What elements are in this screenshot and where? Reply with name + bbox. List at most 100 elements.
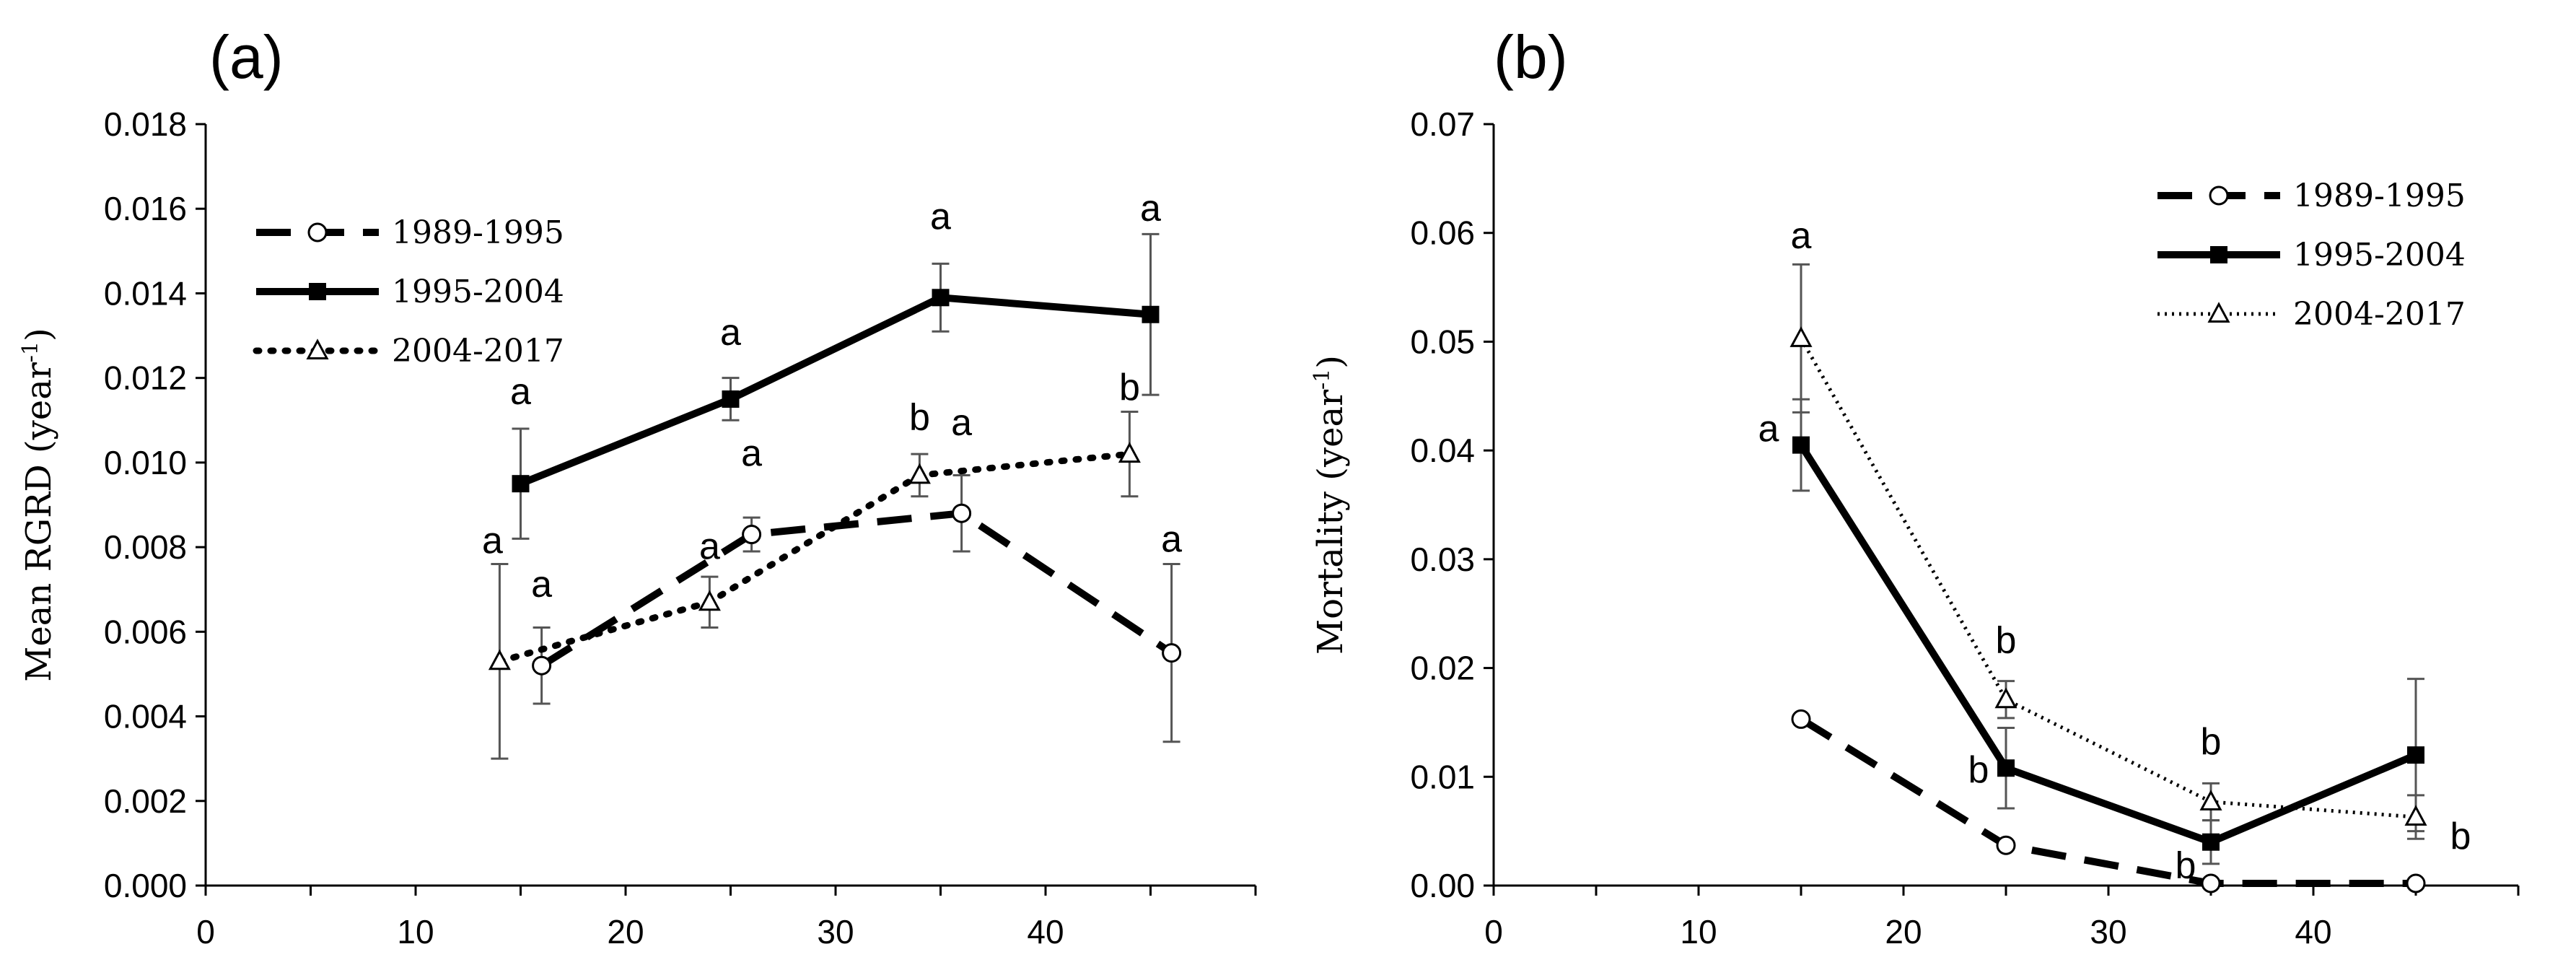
legend: 1989-1995 1995-2004 2004-2017 xyxy=(2157,178,2466,333)
y-tick-label: 0.00 xyxy=(1410,867,1475,904)
significance-letter: a xyxy=(1758,408,1779,450)
legend-label: 1995-2004 xyxy=(392,274,564,310)
y-tick-label: 0.006 xyxy=(104,613,187,650)
legend-marker xyxy=(2209,185,2229,206)
x-tick-label: 20 xyxy=(607,913,644,951)
series-1995-2004: a a a a xyxy=(510,188,1161,540)
data-point xyxy=(532,655,552,676)
series-2004-2017: a b b b xyxy=(1789,215,2471,857)
significance-letter: a xyxy=(1161,519,1182,561)
data-point xyxy=(698,590,721,611)
x-tick-label: 40 xyxy=(1027,913,1064,951)
series-line xyxy=(1799,337,2417,819)
y-tick-label: 0.018 xyxy=(104,105,187,143)
panel-label: (b) xyxy=(1494,23,1568,91)
legend-label: 1995-2004 xyxy=(2293,237,2466,274)
x-tick-label: 10 xyxy=(397,913,434,951)
data-point xyxy=(1994,687,2018,709)
legend-label: 1989-1995 xyxy=(392,214,564,251)
significance-letter: b xyxy=(2450,816,2471,857)
data-point xyxy=(512,475,530,493)
y-tick-label: 0.02 xyxy=(1410,650,1475,687)
data-point xyxy=(932,289,950,307)
series-1989-1995: a a a a xyxy=(531,402,1182,743)
y-tick-label: 0.004 xyxy=(104,698,187,735)
significance-letter: a xyxy=(951,402,972,444)
data-point xyxy=(952,503,972,523)
x-tick-label: 30 xyxy=(817,913,854,951)
data-point xyxy=(1792,436,1810,454)
y-tick-label: 0.07 xyxy=(1410,105,1475,143)
chart-panel-a: (a) 0.000 0.002 0.004 0.006 0.008 0.010 0.012 0.… xyxy=(18,23,1257,951)
data-point xyxy=(1142,305,1160,323)
significance-letter: b xyxy=(1119,367,1140,408)
data-point xyxy=(2199,790,2222,810)
series-line xyxy=(539,510,1174,669)
x-tick-label: 0 xyxy=(196,913,215,951)
y-tick-label: 0.03 xyxy=(1410,541,1475,578)
significance-letter: b xyxy=(2176,845,2196,887)
significance-letter: b xyxy=(1968,749,1989,791)
significance-letter: a xyxy=(531,564,552,606)
y-tick-label: 0.05 xyxy=(1410,323,1475,360)
significance-letter: b xyxy=(2201,721,2222,763)
y-tick-label: 0.016 xyxy=(104,190,187,227)
y-tick-label: 0.008 xyxy=(104,528,187,566)
legend-marker xyxy=(2207,302,2230,323)
legend: 1989-1995 1995-2004 2004-2017 xyxy=(253,214,564,370)
data-point xyxy=(2202,833,2220,851)
y-tick-label: 0.002 xyxy=(104,782,187,820)
x-tick-label: 40 xyxy=(2295,913,2331,951)
data-point xyxy=(1791,709,1811,729)
data-point xyxy=(1997,759,2015,777)
y-tick-label: 0.014 xyxy=(104,274,187,312)
y-tick-label: 0.000 xyxy=(104,867,187,904)
significance-letter: a xyxy=(720,312,741,354)
data-point xyxy=(1162,643,1182,663)
y-axis-title: Mean RGRD (year-1) xyxy=(18,328,59,682)
data-point xyxy=(2406,873,2426,893)
data-point xyxy=(1996,835,2016,855)
significance-letter: a xyxy=(741,433,762,475)
legend-label: 2004-2017 xyxy=(2293,296,2466,333)
series-1989-1995 xyxy=(1791,709,2426,893)
significance-letter: a xyxy=(1140,188,1161,230)
significance-letter: b xyxy=(1996,619,2017,661)
data-point xyxy=(2407,746,2424,764)
significance-letter: a xyxy=(510,371,531,413)
y-tick-label: 0.01 xyxy=(1410,758,1475,795)
x-tick-label: 30 xyxy=(2090,913,2126,951)
y-tick-label: 0.012 xyxy=(104,359,187,397)
data-point xyxy=(1789,326,1813,347)
chart-panel-b: (b) 0.00 0.01 0.02 0.03 0.04 0.05 0.06 0.07 0 10 20… xyxy=(1310,23,2520,951)
legend-marker xyxy=(2210,246,2227,263)
y-axis-title: Mortality (year-1) xyxy=(1310,355,1351,655)
data-point xyxy=(488,649,511,670)
y-tick-label: 0.010 xyxy=(104,444,187,481)
data-point xyxy=(1118,442,1141,463)
significance-letter: b xyxy=(909,396,930,438)
series-line xyxy=(1797,442,2417,846)
series-line xyxy=(1799,716,2416,887)
data-point xyxy=(908,463,931,484)
legend-label: 2004-2017 xyxy=(392,333,564,370)
series-line xyxy=(519,294,1151,487)
significance-letter: a xyxy=(699,525,720,567)
x-tick-label: 0 xyxy=(1484,913,1503,951)
data-point xyxy=(722,390,740,408)
x-tick-label: 10 xyxy=(1680,913,1717,951)
data-point xyxy=(2201,873,2221,893)
data-point xyxy=(2404,805,2427,826)
series-2004-2017: a abb xyxy=(482,367,1141,760)
legend-label: 1989-1995 xyxy=(2293,178,2466,214)
panel-label: (a) xyxy=(209,23,284,91)
significance-letter: a xyxy=(1791,215,1812,257)
x-tick-label: 20 xyxy=(1885,913,1922,951)
legend-marker xyxy=(309,283,326,300)
series-1995-2004: a b b xyxy=(1758,398,2424,887)
legend-marker xyxy=(306,338,329,359)
significance-letter: a xyxy=(930,196,951,237)
data-point xyxy=(742,525,762,545)
y-tick-label: 0.06 xyxy=(1410,214,1475,252)
